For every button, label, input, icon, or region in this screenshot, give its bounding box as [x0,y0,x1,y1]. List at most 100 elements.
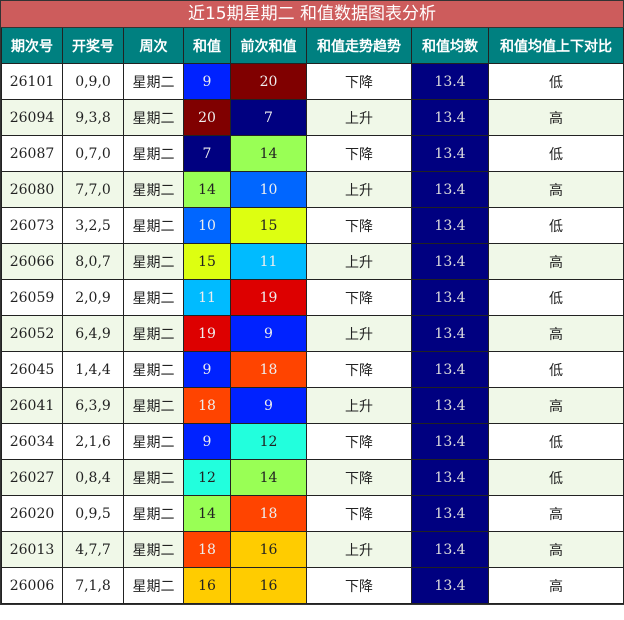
cell-compare: 低 [488,351,624,388]
cell-compare: 低 [488,207,624,244]
cell-trend: 下降 [306,279,412,316]
cell-prev-sum: 16 [230,531,307,568]
cell-weekday: 星期二 [123,171,184,208]
cell-compare: 低 [488,279,624,316]
cell-numbers: 4,7,7 [62,531,124,568]
cell-numbers: 7,1,8 [62,567,124,604]
cell-issue: 26066 [1,243,63,280]
table-row: 26027 0,8,4 星期二 12 14 下降 13.4 低 [1,459,624,496]
cell-issue: 26006 [1,567,63,604]
cell-weekday: 星期二 [123,207,184,244]
cell-weekday: 星期二 [123,531,184,568]
cell-avg: 13.4 [411,315,489,352]
cell-issue: 26013 [1,531,63,568]
cell-avg: 13.4 [411,567,489,604]
cell-weekday: 星期二 [123,135,184,172]
cell-prev-sum: 9 [230,315,307,352]
cell-weekday: 星期二 [123,567,184,604]
cell-weekday: 星期二 [123,387,184,424]
cell-sum: 9 [183,63,231,100]
cell-numbers: 0,7,0 [62,135,124,172]
cell-prev-sum: 12 [230,423,307,460]
cell-weekday: 星期二 [123,315,184,352]
cell-prev-sum: 15 [230,207,307,244]
cell-issue: 26045 [1,351,63,388]
table-row: 26041 6,3,9 星期二 18 9 上升 13.4 高 [1,387,624,424]
cell-avg: 13.4 [411,63,489,100]
cell-sum: 14 [183,171,231,208]
cell-weekday: 星期二 [123,351,184,388]
table-header-row: 期次号 开奖号 周次 和值 前次和值 和值走势趋势 和值均数 和值均值上下对比 [1,28,624,64]
cell-numbers: 7,7,0 [62,171,124,208]
cell-numbers: 6,3,9 [62,387,124,424]
cell-prev-sum: 14 [230,135,307,172]
column-header-avg: 和值均数 [411,28,489,64]
cell-weekday: 星期二 [123,423,184,460]
column-header-prev-sum: 前次和值 [230,28,307,64]
cell-prev-sum: 18 [230,495,307,532]
cell-numbers: 1,4,4 [62,351,124,388]
cell-trend: 下降 [306,351,412,388]
cell-compare: 高 [488,315,624,352]
sum-table: 期次号 开奖号 周次 和值 前次和值 和值走势趋势 和值均数 和值均值上下对比 26101 0,… [1,28,624,604]
table-row: 26080 7,7,0 星期二 14 10 上升 13.4 高 [1,171,624,208]
cell-weekday: 星期二 [123,495,184,532]
cell-prev-sum: 20 [230,63,307,100]
cell-trend: 下降 [306,63,412,100]
cell-sum: 14 [183,495,231,532]
cell-trend: 上升 [306,243,412,280]
cell-sum: 15 [183,243,231,280]
cell-numbers: 6,4,9 [62,315,124,352]
table-row: 26073 3,2,5 星期二 10 15 下降 13.4 低 [1,207,624,244]
cell-avg: 13.4 [411,135,489,172]
cell-avg: 13.4 [411,171,489,208]
cell-compare: 高 [488,171,624,208]
cell-sum: 20 [183,99,231,136]
cell-avg: 13.4 [411,495,489,532]
cell-compare: 高 [488,567,624,604]
cell-compare: 高 [488,495,624,532]
cell-avg: 13.4 [411,243,489,280]
page-title: 近15期星期二 和值数据图表分析 [1,1,623,28]
cell-compare: 低 [488,63,624,100]
cell-compare: 高 [488,99,624,136]
table-row: 26045 1,4,4 星期二 9 18 下降 13.4 低 [1,351,624,388]
table-row: 26066 8,0,7 星期二 15 11 上升 13.4 高 [1,243,624,280]
cell-numbers: 9,3,8 [62,99,124,136]
table-row: 26013 4,7,7 星期二 18 16 上升 13.4 高 [1,531,624,568]
cell-issue: 26027 [1,459,63,496]
cell-numbers: 2,0,9 [62,279,124,316]
cell-trend: 上升 [306,531,412,568]
cell-avg: 13.4 [411,423,489,460]
cell-prev-sum: 18 [230,351,307,388]
cell-trend: 下降 [306,423,412,460]
cell-sum: 18 [183,387,231,424]
cell-sum: 11 [183,279,231,316]
cell-sum: 7 [183,135,231,172]
table-row: 26006 7,1,8 星期二 16 16 下降 13.4 高 [1,567,624,604]
table-row: 26101 0,9,0 星期二 9 20 下降 13.4 低 [1,63,624,100]
cell-compare: 低 [488,423,624,460]
cell-issue: 26094 [1,99,63,136]
cell-issue: 26073 [1,207,63,244]
table-row: 26034 2,1,6 星期二 9 12 下降 13.4 低 [1,423,624,460]
cell-compare: 高 [488,243,624,280]
cell-issue: 26087 [1,135,63,172]
cell-weekday: 星期二 [123,459,184,496]
column-header-compare: 和值均值上下对比 [488,28,624,64]
cell-numbers: 2,1,6 [62,423,124,460]
column-header-numbers: 开奖号 [62,28,124,64]
cell-trend: 上升 [306,387,412,424]
cell-issue: 26041 [1,387,63,424]
cell-compare: 低 [488,459,624,496]
cell-trend: 下降 [306,135,412,172]
cell-avg: 13.4 [411,279,489,316]
cell-weekday: 星期二 [123,243,184,280]
cell-trend: 下降 [306,459,412,496]
cell-sum: 10 [183,207,231,244]
sum-analysis-panel: 近15期星期二 和值数据图表分析 期次号 开奖号 周次 和值 前次和值 和值走势趋势 和值均… [0,0,624,605]
cell-trend: 上升 [306,99,412,136]
cell-numbers: 8,0,7 [62,243,124,280]
cell-prev-sum: 19 [230,279,307,316]
cell-issue: 26034 [1,423,63,460]
